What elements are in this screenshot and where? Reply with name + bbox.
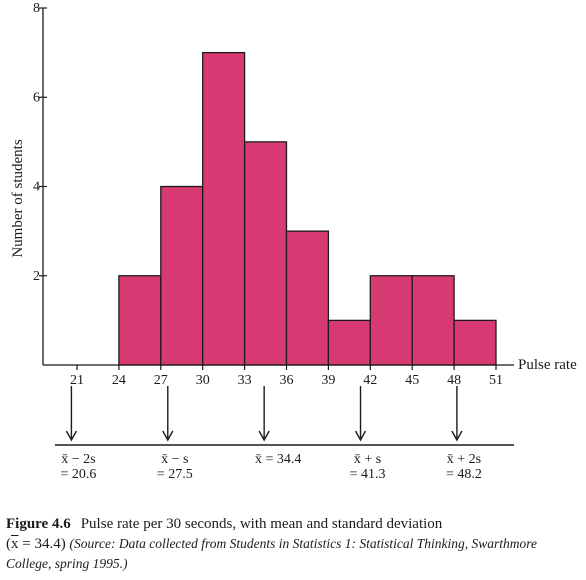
- caption-mean-symbol: x: [11, 536, 19, 552]
- x-tick-label-36: 36: [280, 373, 294, 388]
- stat-value-2: = 27.5: [157, 467, 193, 482]
- stat-arrowhead-1: [65, 430, 78, 442]
- stat-arrowhead-5: [451, 430, 463, 442]
- histogram-bar-4: [243, 141, 288, 366]
- x-tick-label-27: 27: [154, 373, 168, 388]
- y-axis-label: Number of students: [10, 139, 26, 257]
- x-tick-label-33: 33: [238, 373, 252, 388]
- y-tick-label-8: 8: [33, 1, 40, 16]
- stat-value-4: = 41.3: [350, 467, 386, 482]
- histogram-bar-3: [202, 51, 246, 366]
- x-tick-label-45: 45: [405, 373, 419, 388]
- histogram-bar-1: [118, 275, 162, 366]
- x-tick-label-48: 48: [447, 373, 461, 388]
- stat-arrowhead-2: [162, 430, 174, 442]
- y-tick-label-6: 6: [33, 90, 40, 105]
- stat-arrowhead-3: [258, 430, 270, 442]
- y-tick-label-4: 4: [33, 180, 40, 195]
- x-tick-label-51: 51: [489, 373, 503, 388]
- x-tick-label-42: 42: [363, 373, 377, 388]
- x-axis-label: Pulse rate: [518, 357, 577, 373]
- caption-mean-open: (: [6, 536, 11, 552]
- caption-mean-value: = 34.4): [18, 536, 66, 552]
- stat-label-4: x̄ + s: [354, 452, 381, 467]
- caption-source: (Source: Data collected from Students in…: [6, 536, 538, 571]
- x-tick-label-39: 39: [321, 373, 335, 388]
- histogram-bar-6: [327, 319, 371, 366]
- stat-arrowhead-4: [354, 430, 367, 442]
- histogram-bar-9: [453, 319, 497, 366]
- x-tick-label-30: 30: [196, 373, 210, 388]
- stat-label-3: x̄ = 34.4: [255, 452, 301, 467]
- figure-number: Figure 4.6: [6, 516, 71, 532]
- x-tick-label-21: 21: [70, 373, 84, 388]
- stat-label-2: x̄ − s: [161, 452, 188, 467]
- stat-value-1: = 20.6: [60, 467, 96, 482]
- stat-value-5: = 48.2: [446, 467, 482, 482]
- caption-text: Pulse rate per 30 seconds, with mean and…: [80, 516, 443, 532]
- stat-label-5: x̄ + 2s: [447, 452, 481, 467]
- figure-caption: Figure 4.6 Pulse rate per 30 seconds, wit…: [6, 514, 584, 574]
- x-tick-label-24: 24: [112, 373, 126, 388]
- y-tick-label-2: 2: [33, 269, 40, 284]
- histogram-bar-8: [411, 275, 455, 366]
- histogram-bar-7: [369, 275, 413, 366]
- stat-label-1: x̄ − 2s: [61, 452, 95, 467]
- histogram-bar-5: [285, 230, 330, 366]
- histogram-bar-2: [160, 185, 204, 366]
